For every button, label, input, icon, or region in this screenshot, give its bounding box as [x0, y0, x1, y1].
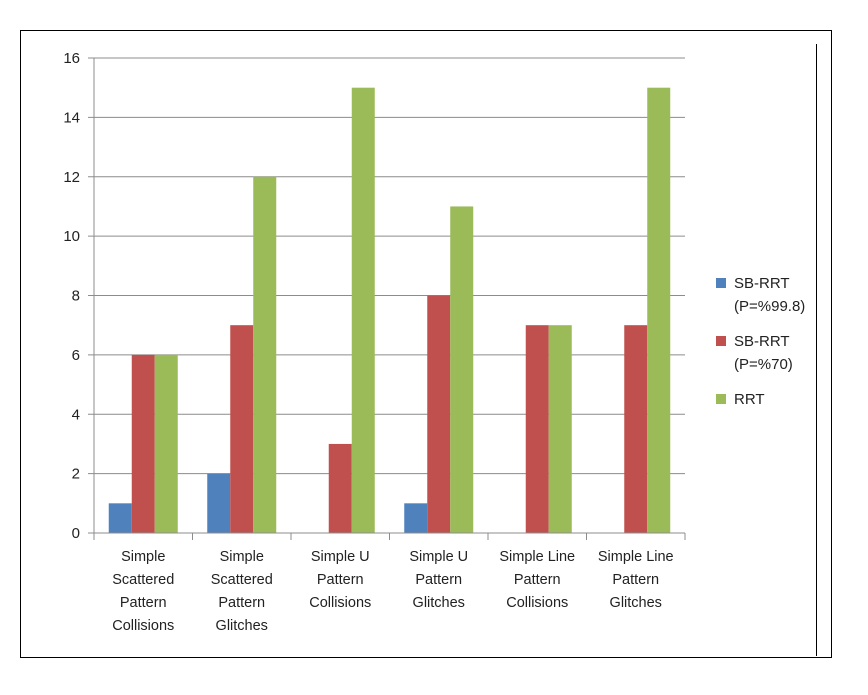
bar [404, 503, 428, 533]
legend-swatch [716, 394, 726, 404]
y-tick-label: 14 [63, 109, 80, 126]
legend-label: SB-RRT [734, 333, 790, 350]
y-tick-label: 2 [72, 466, 80, 483]
x-tick-label: Scattered [112, 572, 174, 588]
gridlines [94, 57, 685, 475]
legend-label: (P=%99.8) [734, 298, 805, 315]
bar [548, 325, 572, 533]
y-tick-label: 0 [72, 525, 80, 542]
x-tick-label: Glitches [413, 595, 465, 611]
y-axis-ticks: 0 2 4 6 8 10 12 14 16 [63, 50, 94, 542]
x-tick-label: Simple [121, 549, 165, 565]
bar [647, 87, 671, 533]
legend-swatch [716, 336, 726, 346]
legend-label: (P=%70) [734, 356, 793, 373]
y-tick-label: 6 [72, 347, 80, 364]
bar [131, 354, 155, 533]
x-tick-label: Pattern [218, 595, 265, 611]
x-tick-label: Simple U [409, 549, 468, 565]
x-tick-label: Pattern [317, 572, 364, 588]
x-axis [93, 58, 686, 540]
y-tick-label: 4 [72, 406, 80, 423]
x-tick-label: Collisions [506, 595, 568, 611]
x-tick-label: Pattern [514, 572, 561, 588]
bar [427, 295, 451, 533]
x-tick-label: Collisions [309, 595, 371, 611]
y-tick-label: 10 [63, 228, 80, 245]
x-tick-label: Simple [220, 549, 264, 565]
y-tick-label: 16 [63, 50, 80, 67]
x-tick-label: Scattered [211, 572, 273, 588]
x-tick-label: Simple Line [499, 549, 575, 565]
legend-label: RRT [734, 391, 765, 408]
bar [351, 87, 375, 533]
bar [450, 206, 474, 533]
x-tick-label: Pattern [120, 595, 167, 611]
bar [328, 443, 352, 533]
legend-swatch [716, 278, 726, 288]
bars [108, 87, 671, 533]
x-tick-label: Glitches [216, 618, 268, 634]
bar [253, 176, 277, 533]
x-tick-label: Pattern [415, 572, 462, 588]
bar [154, 354, 178, 533]
y-tick-label: 8 [72, 288, 80, 305]
x-tick-label: Simple Line [598, 549, 674, 565]
legend: SB-RRT (P=%99.8) SB-RRT (P=%70) RRT [716, 275, 805, 408]
legend-label: SB-RRT [734, 275, 790, 292]
x-tick-label: Glitches [610, 595, 662, 611]
chart-frame [20, 30, 832, 658]
x-axis-labels: Simple Scattered Pattern Collisions Simple Sc… [112, 549, 673, 634]
bar [230, 325, 254, 533]
x-tick-label: Collisions [112, 618, 174, 634]
x-tick-label: Simple U [311, 549, 370, 565]
bar [624, 325, 648, 533]
bar [525, 325, 549, 533]
frame-edge-line [816, 44, 817, 656]
y-tick-label: 12 [63, 169, 80, 186]
x-tick-label: Pattern [612, 572, 659, 588]
bar [108, 503, 132, 533]
bar [207, 473, 231, 533]
